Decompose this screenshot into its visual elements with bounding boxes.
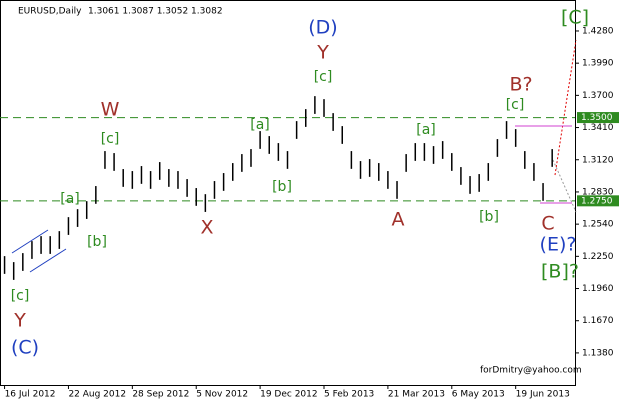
y-tick-label: 1.2250 — [582, 252, 614, 262]
wave-label: C — [541, 213, 554, 235]
y-tick-label: 1.1960 — [582, 284, 614, 294]
level-label: 1.3500 — [581, 113, 613, 123]
x-tick-label: 19 Jun 2013 — [516, 390, 570, 400]
wave-label: [a] — [416, 122, 436, 138]
wave-label: [c] — [11, 288, 30, 304]
x-tick-label: 6 May 2013 — [452, 390, 505, 400]
wave-label: W — [101, 99, 120, 121]
x-tick-label: 5 Nov 2012 — [196, 390, 248, 400]
credit: forDmitry@yahoo.com — [480, 366, 582, 376]
wave-label: [C] — [561, 7, 589, 29]
channel-line — [29, 248, 67, 273]
y-tick-label: 1.1380 — [582, 348, 614, 358]
wave-label: Y — [316, 42, 329, 64]
wave-label: [b] — [87, 234, 107, 250]
x-tick-label: 28 Sep 2012 — [132, 390, 189, 400]
x-tick-label: 16 Jul 2012 — [5, 390, 56, 400]
x-tick-label: 19 Dec 2012 — [260, 390, 318, 400]
wave-label: [B]? — [541, 261, 579, 283]
wave-label: [a] — [60, 191, 80, 207]
level-label: 1.2750 — [581, 196, 613, 206]
wave-label: X — [200, 217, 213, 239]
y-tick-label: 1.2540 — [582, 220, 614, 230]
y-tick-label: 1.3410 — [582, 123, 614, 133]
wave-label: B? — [509, 74, 532, 96]
projection-down — [552, 159, 577, 213]
wave-label: [a] — [250, 117, 270, 133]
x-tick-label: 21 Mar 2013 — [388, 390, 445, 400]
quote: 1.3061 1.3087 1.3052 1.3082 — [88, 7, 223, 17]
wave-label: (D) — [308, 17, 337, 39]
y-tick-label: 1.3990 — [582, 59, 614, 69]
y-tick-label: 1.2830 — [582, 187, 614, 197]
wave-label: [b] — [272, 179, 292, 195]
wave-label: [b] — [479, 209, 499, 225]
level-box — [577, 112, 619, 124]
channel-line — [11, 229, 49, 254]
projection-up — [554, 39, 577, 176]
wave-label: Y — [13, 310, 26, 332]
wave-label: [c] — [314, 69, 333, 85]
y-tick-label: 1.1670 — [582, 316, 614, 326]
wave-label: A — [392, 209, 405, 231]
y-tick-label: 1.3120 — [582, 155, 614, 165]
x-tick-label: 5 Feb 2013 — [324, 390, 374, 400]
y-tick-label: 1.3700 — [582, 91, 614, 101]
x-tick-label: 22 Aug 2012 — [68, 390, 126, 400]
level-box — [577, 195, 619, 207]
wave-label: (E)? — [540, 234, 577, 256]
wave-label: [c] — [101, 131, 120, 147]
y-tick-label: 1.4280 — [582, 26, 614, 36]
wave-label: [c] — [506, 97, 525, 113]
chart-title: EURUSD,Daily — [18, 7, 82, 17]
wave-label: (C) — [11, 337, 39, 359]
